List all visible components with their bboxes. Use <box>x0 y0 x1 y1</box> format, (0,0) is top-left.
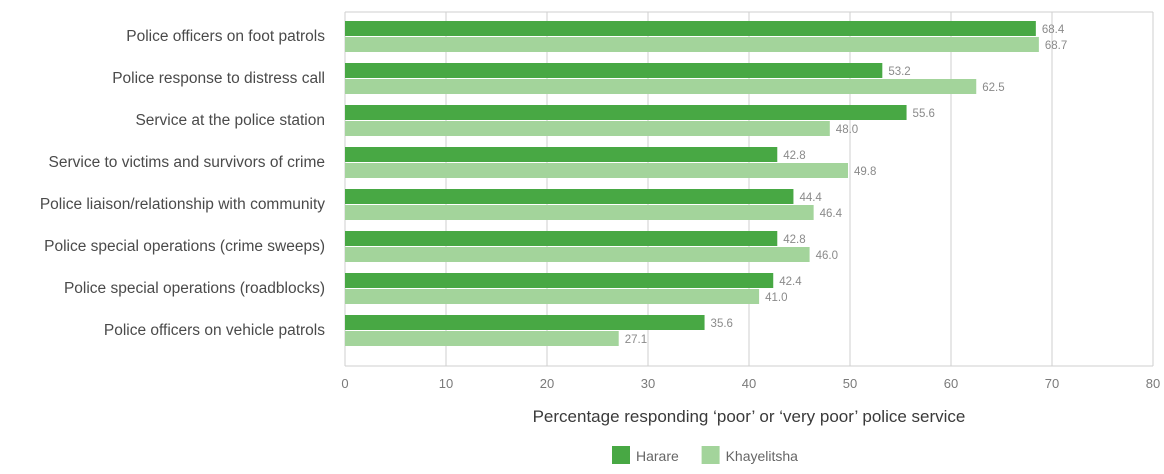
bar-khayelitsha-0 <box>345 37 1039 52</box>
data-label: 42.8 <box>783 234 805 246</box>
x-tick-label: 50 <box>843 376 857 391</box>
bar-harare-5 <box>345 231 778 246</box>
category-label: Police officers on vehicle patrols <box>104 322 325 339</box>
bar-khayelitsha-5 <box>345 247 810 262</box>
data-label: 27.1 <box>625 334 647 346</box>
data-label: 68.7 <box>1045 40 1067 52</box>
bar-harare-2 <box>345 105 907 120</box>
bar-khayelitsha-4 <box>345 205 814 220</box>
label-layer: 68.4 68.7 53.2 62.5 55.6 48.0 42.8 49.8 44.4 46.4… <box>625 24 1068 346</box>
bar-harare-4 <box>345 189 794 204</box>
data-label: 53.2 <box>888 66 910 78</box>
category-label: Service at the police station <box>135 112 325 129</box>
category-labels: Police officers on foot patrols Police re… <box>40 28 325 339</box>
x-tick-label: 20 <box>540 376 554 391</box>
bar-khayelitsha-6 <box>345 289 760 304</box>
legend-swatch-harare <box>612 446 630 464</box>
bar-harare-7 <box>345 315 705 330</box>
data-label: 49.8 <box>854 166 876 178</box>
data-label: 41.0 <box>765 292 787 304</box>
x-tick-label: 80 <box>1146 376 1160 391</box>
category-label: Police officers on foot patrols <box>126 28 325 45</box>
legend-label: Khayelitsha <box>726 448 799 464</box>
legend-swatch-khayelitsha <box>701 446 720 464</box>
x-tick-labels: 0 10 20 30 40 50 60 70 80 <box>341 376 1160 391</box>
bar-harare-0 <box>345 21 1036 36</box>
category-label: Police special operations (crime sweeps) <box>44 238 325 255</box>
data-label: 68.4 <box>1042 24 1065 36</box>
data-label: 46.4 <box>820 208 843 220</box>
x-axis-title: Percentage responding ‘poor’ or ‘very po… <box>533 407 966 426</box>
bar-harare-1 <box>345 63 883 78</box>
x-tick-label: 0 <box>341 376 348 391</box>
legend-label: Harare <box>636 448 679 464</box>
category-label: Police response to distress call <box>112 70 325 87</box>
category-label: Service to victims and survivors of crim… <box>49 154 326 171</box>
bar-khayelitsha-1 <box>345 79 977 94</box>
x-tick-label: 70 <box>1045 376 1059 391</box>
x-tick-label: 30 <box>641 376 655 391</box>
x-tick-label: 40 <box>742 376 756 391</box>
data-label: 42.4 <box>779 276 802 288</box>
data-label: 42.8 <box>783 150 805 162</box>
bar-khayelitsha-7 <box>345 331 619 346</box>
category-label: Police liaison/relationship with communi… <box>40 196 325 213</box>
bar-khayelitsha-3 <box>345 163 848 178</box>
data-label: 35.6 <box>711 318 733 330</box>
x-tick-label: 60 <box>944 376 958 391</box>
data-label: 44.4 <box>799 192 822 204</box>
legend: Harare Khayelitsha <box>612 446 798 464</box>
bar-harare-6 <box>345 273 774 288</box>
x-tick-label: 10 <box>439 376 453 391</box>
data-label: 48.0 <box>836 124 858 136</box>
data-label: 46.0 <box>816 250 838 262</box>
bar-layer <box>345 21 1039 346</box>
data-label: 62.5 <box>982 82 1004 94</box>
data-label: 55.6 <box>913 108 935 120</box>
category-label: Police special operations (roadblocks) <box>64 280 325 297</box>
bar-harare-3 <box>345 147 778 162</box>
bar-khayelitsha-2 <box>345 121 830 136</box>
